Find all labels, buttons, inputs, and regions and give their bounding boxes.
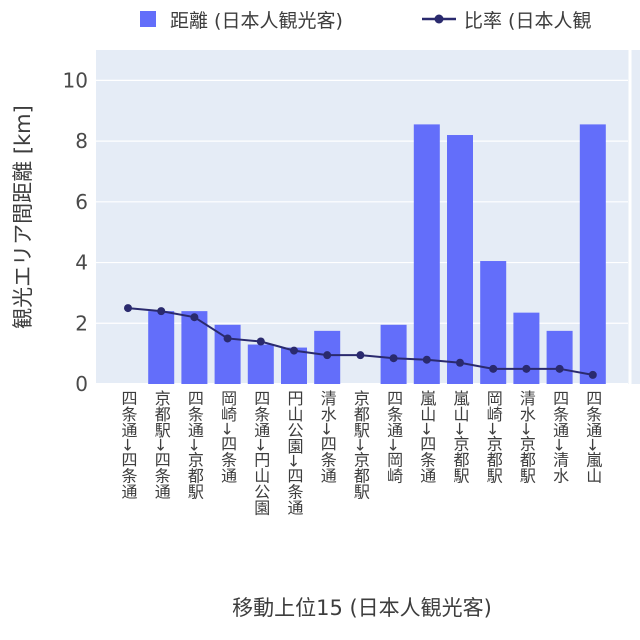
line-point — [356, 351, 365, 360]
line-point — [256, 337, 265, 346]
y-axis-ticks: 0 2 4 6 8 10 — [63, 68, 88, 396]
y-tick-label: 10 — [63, 68, 88, 92]
line-point — [323, 351, 332, 360]
x-tick-label: 円山公園→四条通 — [285, 390, 304, 515]
bar — [447, 135, 473, 384]
bar — [579, 124, 606, 385]
x-tick-label: 四条通→岡崎 — [384, 390, 403, 483]
x-tick-label: 岡崎→四条通 — [218, 390, 237, 483]
line-point — [157, 307, 166, 316]
line-point — [588, 370, 597, 379]
bar — [247, 344, 274, 384]
legend: 距離 (日本人観光客) 比率 (日本人観 — [140, 10, 591, 32]
legend-marker — [434, 14, 444, 24]
line-point — [223, 334, 232, 343]
legend-swatch-bar — [140, 11, 156, 27]
line-point — [290, 346, 298, 355]
y-tick-label: 6 — [75, 190, 88, 214]
x-tick-label: 四条通→円山公園 — [251, 390, 270, 515]
bar — [546, 330, 573, 384]
x-tick-label: 四条通→嵐山 — [583, 390, 602, 483]
line-point — [489, 364, 498, 373]
bar — [148, 311, 175, 384]
y-tick-label: 0 — [75, 372, 88, 396]
x-tick-label: 京都駅→四条通 — [152, 390, 171, 499]
bar — [480, 261, 507, 384]
legend-label-ratio: 比率 (日本人観 — [464, 10, 591, 32]
y-tick-label: 2 — [75, 311, 88, 335]
x-tick-label: 四条通→清水 — [550, 390, 569, 483]
line-point — [522, 364, 531, 373]
x-axis-ticks: 四条通→四条通 京都駅→四条通 四条通→京都駅 岡崎→四条通 四条通→円山公園 円山公園→… — [119, 390, 603, 515]
line-point — [456, 358, 464, 367]
line-point — [422, 355, 431, 364]
y-axis-title: 観光エリア間距離 [km] — [11, 105, 35, 329]
bars-group — [148, 124, 606, 385]
x-tick-label: 京都駅→京都駅 — [351, 390, 370, 499]
x-axis-title: 移動上位15 (日本人観光客) — [232, 596, 492, 620]
x-tick-label: 岡崎→京都駅 — [484, 390, 503, 483]
x-tick-label: 四条通→四条通 — [119, 390, 138, 499]
x-tick-label: 清水→京都駅 — [517, 390, 536, 483]
line-point — [190, 313, 199, 322]
bar — [513, 312, 540, 384]
legend-label-distance: 距離 (日本人観光客) — [170, 10, 343, 32]
line-point — [555, 364, 564, 373]
x-tick-label: 四条通→京都駅 — [185, 390, 204, 499]
line-point — [389, 354, 398, 363]
bar — [413, 124, 440, 385]
line-series-group — [124, 304, 597, 379]
x-tick-label: 嵐山→四条通 — [417, 390, 436, 483]
x-tick-label: 嵐山→京都駅 — [451, 390, 470, 483]
y-tick-label: 8 — [75, 129, 88, 153]
y-tick-label: 4 — [75, 251, 88, 275]
x-tick-label: 清水→四条通 — [318, 390, 337, 483]
line-point — [124, 304, 132, 313]
